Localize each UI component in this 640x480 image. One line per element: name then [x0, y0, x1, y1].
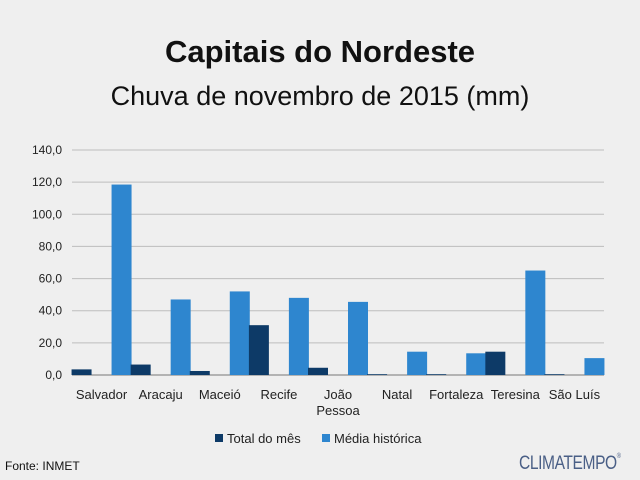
y-axis-ticks: 0,0 20,0 40,0 60,0 80,0 100,0 120,0 140,0 [32, 143, 62, 382]
x-tick-label: Pessoa [316, 403, 360, 418]
bar [229, 291, 250, 375]
bar [308, 367, 328, 375]
brand-name: CLIMATEMPO [519, 453, 617, 474]
bar [584, 358, 605, 375]
x-tick-label: São Luís [549, 387, 601, 402]
bar [111, 184, 132, 375]
x-tick-label: João [324, 387, 352, 402]
legend-swatch [215, 434, 223, 442]
bars [71, 184, 605, 375]
bar [407, 351, 428, 375]
x-tick-label: Salvador [76, 387, 128, 402]
bar [348, 301, 368, 375]
bar [367, 374, 388, 375]
registered-mark: ® [616, 453, 621, 460]
source-note: Fonte: INMET [5, 459, 80, 473]
y-tick-label: 60,0 [39, 272, 63, 286]
bar [130, 364, 151, 375]
bar [189, 370, 210, 375]
x-tick-label: Fortaleza [429, 387, 484, 402]
gridlines [72, 149, 604, 376]
x-tick-label: Maceió [199, 387, 241, 402]
bar [426, 374, 447, 375]
chart-subtitle: Chuva de novembro de 2015 (mm) [110, 81, 530, 111]
bar [71, 369, 92, 375]
y-tick-label: 100,0 [32, 207, 62, 221]
x-tick-label: Natal [382, 387, 412, 402]
x-tick-label: Recife [260, 387, 297, 402]
y-tick-label: 120,0 [32, 175, 62, 189]
bar [485, 351, 506, 375]
y-tick-label: 80,0 [39, 239, 63, 253]
legend-swatch [322, 434, 330, 442]
bar [544, 374, 565, 375]
bar [466, 353, 487, 375]
y-tick-label: 0,0 [45, 368, 62, 382]
legend-label: Média histórica [334, 431, 422, 446]
y-tick-label: 140,0 [32, 143, 62, 157]
bar [288, 297, 309, 375]
y-tick-label: 40,0 [39, 304, 63, 318]
legend-label: Total do mês [227, 431, 301, 446]
bar [248, 325, 269, 375]
x-tick-label: Aracaju [139, 387, 183, 402]
x-tick-label: Teresina [491, 387, 541, 402]
bar [525, 270, 546, 375]
chart-title: Capitais do Nordeste [164, 34, 476, 69]
brand-logo: CLIMATEMPO® [519, 453, 621, 475]
bar [170, 299, 191, 375]
legend: Total do mês Média histórica [215, 431, 422, 446]
y-tick-label: 20,0 [39, 336, 63, 350]
